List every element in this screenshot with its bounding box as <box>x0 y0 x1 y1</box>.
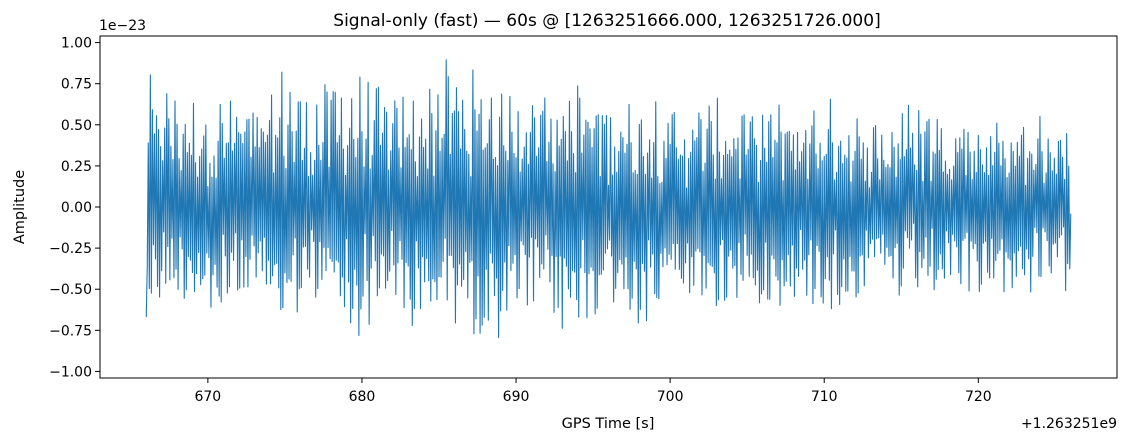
x-tick-label: 680 <box>349 389 376 405</box>
y-tick-label: −0.50 <box>49 282 92 298</box>
y-tick-label: 0.25 <box>61 159 92 175</box>
x-tick-label: 690 <box>503 389 530 405</box>
y-tick-label: −1.00 <box>49 364 92 380</box>
x-tick-label: 670 <box>194 389 221 405</box>
y-tick-label: −0.25 <box>49 241 92 257</box>
y-tick-label: 1.00 <box>61 36 92 52</box>
y-tick-label: 0.75 <box>61 77 92 93</box>
x-tick-label: 720 <box>965 389 992 405</box>
x-axis-label: GPS Time [s] <box>562 416 655 432</box>
x-tick-label: 700 <box>657 389 684 405</box>
x-tick-label: 710 <box>811 389 838 405</box>
y-axis-label: Amplitude <box>12 170 28 244</box>
y-axis: −1.00 −0.75 −0.50 −0.25 0.00 0.25 0.50 0.75 1.00 <box>49 36 100 380</box>
signal-line <box>145 59 1072 338</box>
plot-area <box>145 59 1072 338</box>
y-tick-label: 0.00 <box>61 200 92 216</box>
chart-title: Signal-only (fast) — 60s @ [1263251666.0… <box>333 11 880 31</box>
y-scale-label: 1e−23 <box>99 18 146 34</box>
y-tick-label: −0.75 <box>49 323 92 339</box>
x-offset-label: +1.263251e9 <box>1021 416 1117 432</box>
x-axis: 670 680 690 700 710 720 <box>194 378 992 405</box>
y-tick-label: 0.50 <box>61 118 92 134</box>
